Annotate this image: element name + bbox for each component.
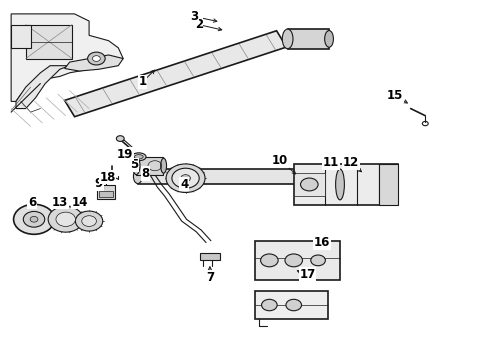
Ellipse shape [282, 29, 293, 49]
Polygon shape [11, 14, 123, 102]
Bar [11, 24, 30, 48]
Text: 1: 1 [139, 75, 147, 88]
Circle shape [285, 254, 302, 267]
Circle shape [262, 299, 277, 311]
Circle shape [116, 136, 124, 141]
Bar [200, 253, 220, 260]
Text: 9: 9 [95, 177, 103, 190]
Bar [379, 164, 398, 205]
Text: 15: 15 [387, 89, 403, 102]
Bar [294, 164, 398, 205]
Circle shape [181, 175, 191, 182]
Circle shape [261, 254, 278, 267]
Ellipse shape [133, 169, 142, 184]
Text: 13: 13 [52, 195, 68, 209]
Bar [98, 185, 115, 199]
Circle shape [286, 299, 301, 311]
Ellipse shape [131, 153, 146, 161]
Text: 5: 5 [130, 158, 138, 171]
Text: 3: 3 [190, 10, 198, 23]
Circle shape [93, 56, 100, 62]
Text: 17: 17 [299, 268, 316, 281]
Circle shape [88, 52, 105, 65]
Text: 4: 4 [180, 178, 188, 191]
Circle shape [172, 168, 199, 188]
Circle shape [48, 206, 83, 232]
Polygon shape [16, 66, 70, 109]
Bar [255, 241, 340, 280]
Polygon shape [65, 31, 287, 117]
Text: 6: 6 [28, 195, 36, 209]
Circle shape [75, 211, 103, 231]
Bar [26, 24, 72, 59]
Bar [138, 169, 362, 184]
Circle shape [56, 212, 75, 226]
Ellipse shape [325, 31, 333, 47]
Ellipse shape [336, 169, 344, 200]
Circle shape [24, 211, 45, 227]
Bar [294, 173, 325, 196]
Text: 19: 19 [117, 148, 133, 161]
Ellipse shape [134, 155, 143, 159]
Bar [136, 157, 163, 175]
Circle shape [166, 164, 205, 193]
Ellipse shape [161, 158, 167, 173]
Polygon shape [65, 55, 123, 71]
Text: 16: 16 [314, 236, 330, 249]
Bar [99, 192, 113, 197]
Text: 2: 2 [195, 18, 203, 31]
Bar [288, 29, 329, 49]
Circle shape [30, 216, 38, 222]
Circle shape [300, 178, 318, 191]
Text: 18: 18 [99, 171, 116, 184]
Text: 8: 8 [142, 167, 150, 180]
Text: 12: 12 [343, 156, 359, 169]
Text: 11: 11 [322, 156, 339, 169]
Text: 10: 10 [272, 154, 288, 167]
Text: 7: 7 [206, 271, 214, 284]
Text: 14: 14 [72, 195, 89, 209]
Ellipse shape [133, 157, 140, 175]
Circle shape [311, 255, 325, 266]
Circle shape [82, 216, 97, 226]
Bar [255, 291, 328, 319]
Circle shape [14, 204, 54, 234]
